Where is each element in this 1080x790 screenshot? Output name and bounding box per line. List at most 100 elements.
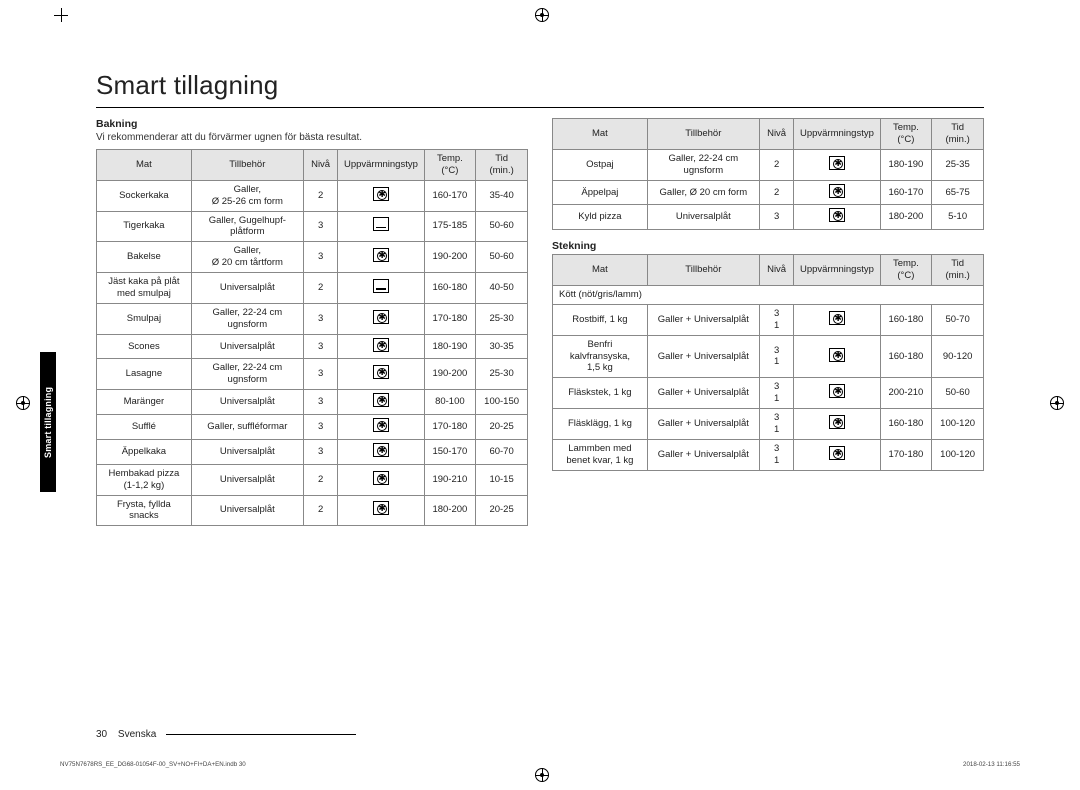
cell-mat: Maränger (97, 390, 192, 415)
col-tid: Tid(min.) (476, 150, 528, 181)
cell-temp: 200-210 (880, 378, 932, 409)
table-row: SmulpajGaller, 22-24 cmugnsform3170-1802… (97, 303, 528, 334)
col-uppvarmning: Uppvärmningstyp (794, 119, 880, 150)
print-date: 2018-02-13 11:16:55 (963, 761, 1020, 768)
fan-icon (829, 415, 845, 429)
conventional-icon (373, 217, 389, 231)
table-row: SconesUniversalplåt3180-19030-35 (97, 334, 528, 359)
cell-niva: 3 (303, 303, 337, 334)
table-header-row: Mat Tillbehör Nivå Uppvärmningstyp Temp.… (97, 150, 528, 181)
cell-mat: Sockerkaka (97, 180, 192, 211)
cell-tid: 5-10 (932, 205, 984, 230)
cell-tid: 90-120 (932, 335, 984, 378)
cell-niva: 3 (303, 359, 337, 390)
table-row: Jäst kaka på plåtmed smulpajUniversalplå… (97, 273, 528, 304)
cell-tillbehor: Galler, Gugelhupf-plåtform (191, 211, 303, 242)
table-row: ÄppelpajGaller, Ø 20 cm form2160-17065-7… (553, 180, 984, 205)
cell-niva: 2 (303, 180, 337, 211)
fan-icon (829, 208, 845, 222)
fan-icon (829, 384, 845, 398)
cell-temp: 160-180 (880, 335, 932, 378)
group-row: Kött (nöt/gris/lamm) (553, 286, 984, 305)
cell-uppvarmning (338, 495, 424, 526)
cell-tillbehor: Galler + Universalplåt (647, 304, 759, 335)
cell-mat: Tigerkaka (97, 211, 192, 242)
cell-temp: 170-180 (424, 303, 476, 334)
cell-tid: 35-40 (476, 180, 528, 211)
col-tillbehor: Tillbehör (191, 150, 303, 181)
print-footer: NV75N7678RS_EE_DG68-01054F-00_SV+NO+FI+D… (60, 761, 1020, 768)
cell-niva: 3 (303, 334, 337, 359)
cell-temp: 190-200 (424, 359, 476, 390)
cell-tillbehor: Universalplåt (191, 439, 303, 464)
cell-tid: 40-50 (476, 273, 528, 304)
fan-icon (373, 187, 389, 201)
col-temp: Temp.(°C) (880, 255, 932, 286)
cell-temp: 160-170 (424, 180, 476, 211)
bakning-table-2: Mat Tillbehör Nivå Uppvärmningstyp Temp.… (552, 118, 984, 230)
registration-mark (1050, 396, 1064, 410)
cell-niva: 2 (303, 273, 337, 304)
cell-uppvarmning (794, 205, 880, 230)
table-row: Fläskstek, 1 kgGaller + Universalplåt312… (553, 378, 984, 409)
cell-uppvarmning (338, 303, 424, 334)
bakning-subtext: Vi rekommenderar att du förvärmer ugnen … (96, 132, 528, 143)
cell-tid: 100-120 (932, 409, 984, 440)
table-row: Fläsklägg, 1 kgGaller + Universalplåt311… (553, 409, 984, 440)
cell-tillbehor: Universalplåt (191, 495, 303, 526)
cell-temp: 170-180 (424, 415, 476, 440)
table-row: Frysta, fylldasnacksUniversalplåt2180-20… (97, 495, 528, 526)
cell-mat: Scones (97, 334, 192, 359)
col-tid: Tid(min.) (932, 255, 984, 286)
table-row: TigerkakaGaller, Gugelhupf-plåtform3175-… (97, 211, 528, 242)
table-row: LasagneGaller, 22-24 cmugnsform3190-2002… (97, 359, 528, 390)
cell-tillbehor: Galler + Universalplåt (647, 409, 759, 440)
cell-tillbehor: Galler + Universalplåt (647, 439, 759, 470)
table-header-row: Mat Tillbehör Nivå Uppvärmningstyp Temp.… (553, 119, 984, 150)
cell-temp: 160-180 (880, 409, 932, 440)
cell-mat: Rostbiff, 1 kg (553, 304, 648, 335)
table-row: ÄppelkakaUniversalplåt3150-17060-70 (97, 439, 528, 464)
cell-tid: 10-15 (476, 464, 528, 495)
table-row: BakelseGaller,Ø 20 cm tårtform3190-20050… (97, 242, 528, 273)
table-row: SuffléGaller, suffléformar3170-18020-25 (97, 415, 528, 440)
cell-mat: Bakelse (97, 242, 192, 273)
cell-tillbehor: Universalplåt (191, 390, 303, 415)
cell-temp: 160-180 (424, 273, 476, 304)
cell-niva: 31 (759, 304, 793, 335)
fan-icon (829, 156, 845, 170)
cell-uppvarmning (338, 180, 424, 211)
cell-temp: 180-190 (880, 149, 932, 180)
cell-tid: 50-60 (476, 242, 528, 273)
cell-tillbehor: Galler, 22-24 cmugnsform (191, 303, 303, 334)
cell-tillbehor: Galler, Ø 20 cm form (647, 180, 759, 205)
right-column: Mat Tillbehör Nivå Uppvärmningstyp Temp.… (552, 118, 984, 471)
table-row: Rostbiff, 1 kgGaller + Universalplåt3116… (553, 304, 984, 335)
group-label: Kött (nöt/gris/lamm) (553, 286, 984, 305)
col-mat: Mat (97, 150, 192, 181)
cell-uppvarmning (794, 180, 880, 205)
cell-tid: 30-35 (476, 334, 528, 359)
cell-mat: Benfrikalvfransyska,1,5 kg (553, 335, 648, 378)
cell-temp: 190-210 (424, 464, 476, 495)
footer-rule (166, 734, 356, 735)
cell-uppvarmning (338, 211, 424, 242)
cell-temp: 180-200 (880, 205, 932, 230)
cell-mat: Ostpaj (553, 149, 648, 180)
cell-niva: 3 (759, 205, 793, 230)
cell-tid: 100-150 (476, 390, 528, 415)
fan-icon (373, 365, 389, 379)
cell-niva: 3 (303, 242, 337, 273)
cell-niva: 2 (303, 495, 337, 526)
cell-niva: 2 (303, 464, 337, 495)
col-mat: Mat (553, 119, 648, 150)
cell-tid: 25-30 (476, 359, 528, 390)
table-row: MarängerUniversalplåt380-100100-150 (97, 390, 528, 415)
fan-icon (829, 348, 845, 362)
fan-icon (829, 184, 845, 198)
cell-tillbehor: Galler,Ø 25-26 cm form (191, 180, 303, 211)
cell-mat: Hembakad pizza(1-1,2 kg) (97, 464, 192, 495)
cell-uppvarmning (338, 359, 424, 390)
col-uppvarmning: Uppvärmningstyp (794, 255, 880, 286)
fan-icon (373, 338, 389, 352)
